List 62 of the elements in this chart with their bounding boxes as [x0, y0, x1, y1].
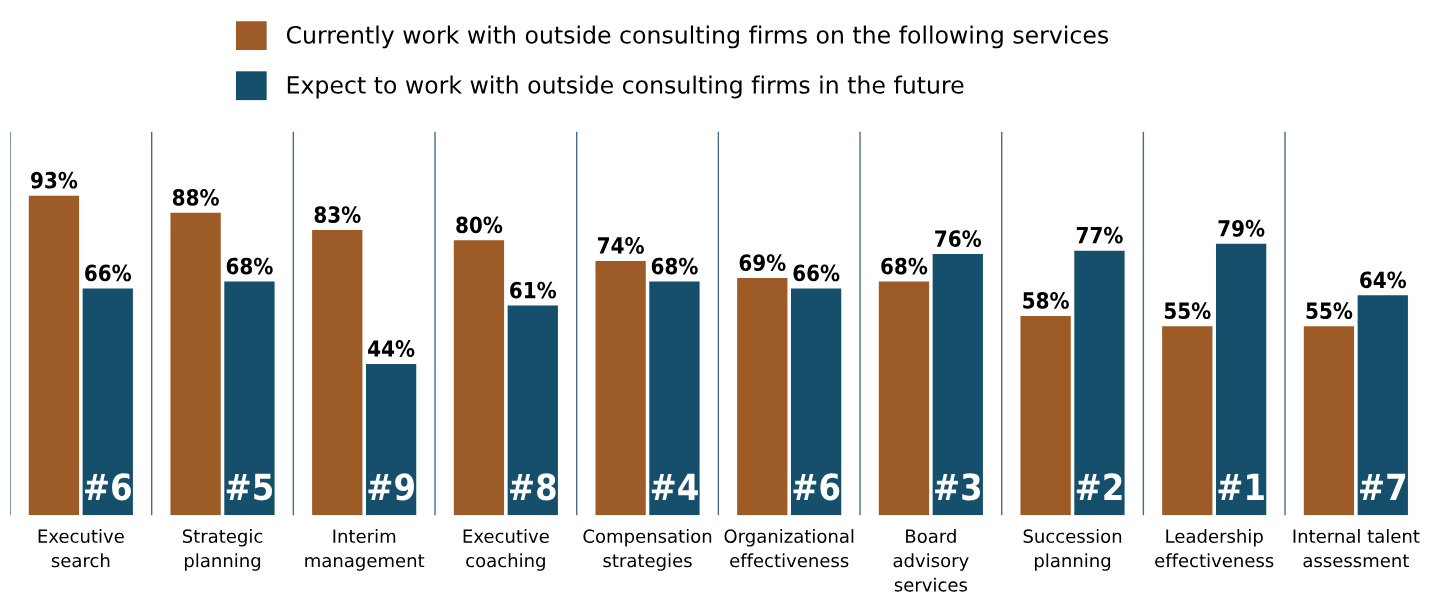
- x-tick-label: Internal talent assessment: [1293, 529, 1420, 568]
- data-label: 79%: [1218, 219, 1265, 237]
- legend-label: Currently work with outside consulting firms on the following services: [286, 25, 1109, 49]
- data-label: 88%: [172, 188, 219, 206]
- data-label: 68%: [226, 257, 273, 275]
- x-tick-label: Organizational effectiveness: [724, 529, 854, 568]
- annotation: #9: [368, 473, 414, 501]
- data-label: 74%: [598, 237, 644, 254]
- data-label: 77%: [1076, 226, 1123, 244]
- bar: [365, 363, 417, 516]
- bar: [1020, 315, 1071, 516]
- bar: [595, 260, 646, 516]
- data-label: 80%: [456, 216, 503, 234]
- bar: [28, 195, 80, 516]
- legend-label: Expect to work with outside consulting firms in the future: [287, 75, 964, 99]
- bar: [649, 281, 700, 516]
- annotation: #6: [793, 473, 840, 501]
- data-label: 66%: [85, 264, 132, 282]
- x-tick-label: Board advisory services: [893, 529, 969, 592]
- annotation: #1: [1218, 473, 1264, 500]
- bar: [170, 212, 221, 516]
- annotation: #3: [935, 473, 981, 501]
- data-label: 44%: [368, 340, 415, 357]
- data-label: 58%: [1023, 292, 1069, 309]
- bar: [1303, 326, 1355, 516]
- x-tick-label: Executive coaching: [463, 529, 549, 571]
- data-label: 69%: [739, 254, 786, 272]
- annotation: #2: [1076, 473, 1122, 500]
- data-label: 55%: [1164, 302, 1211, 320]
- data-label: 61%: [510, 281, 557, 299]
- data-label: 76%: [935, 230, 982, 247]
- bar: [507, 305, 558, 516]
- bar: [1215, 243, 1267, 516]
- bar: [878, 281, 930, 516]
- bar: [82, 288, 133, 516]
- x-tick-label: Executive search: [38, 529, 124, 568]
- annotation: #6: [85, 473, 131, 501]
- x-tick-label: Succession planning: [1023, 529, 1122, 571]
- bar: [224, 281, 275, 516]
- x-tick-label: Strategic planning: [182, 529, 263, 571]
- data-label: 93%: [31, 171, 78, 189]
- x-tick-label: Compensation strategies: [583, 529, 712, 571]
- x-tick-label: Leadership effectiveness: [1155, 529, 1274, 568]
- data-label: 64%: [1360, 271, 1407, 289]
- annotation: #7: [1360, 473, 1406, 500]
- x-tick-label: Interim management: [305, 529, 425, 571]
- annotation: #5: [226, 473, 273, 501]
- data-label: 66%: [793, 264, 840, 282]
- bar: [453, 240, 505, 516]
- bar: [932, 254, 983, 516]
- bar: [790, 288, 842, 516]
- data-label: 68%: [881, 257, 928, 275]
- bar: [737, 278, 788, 516]
- annotation: #8: [510, 473, 556, 501]
- data-label: 55%: [1306, 302, 1353, 320]
- bar: [1357, 295, 1408, 516]
- bar: [1162, 326, 1213, 516]
- bar: [1074, 250, 1125, 516]
- data-label: 83%: [314, 206, 361, 223]
- bar: [312, 230, 363, 516]
- data-label: 68%: [651, 257, 698, 275]
- annotation: #4: [651, 473, 698, 500]
